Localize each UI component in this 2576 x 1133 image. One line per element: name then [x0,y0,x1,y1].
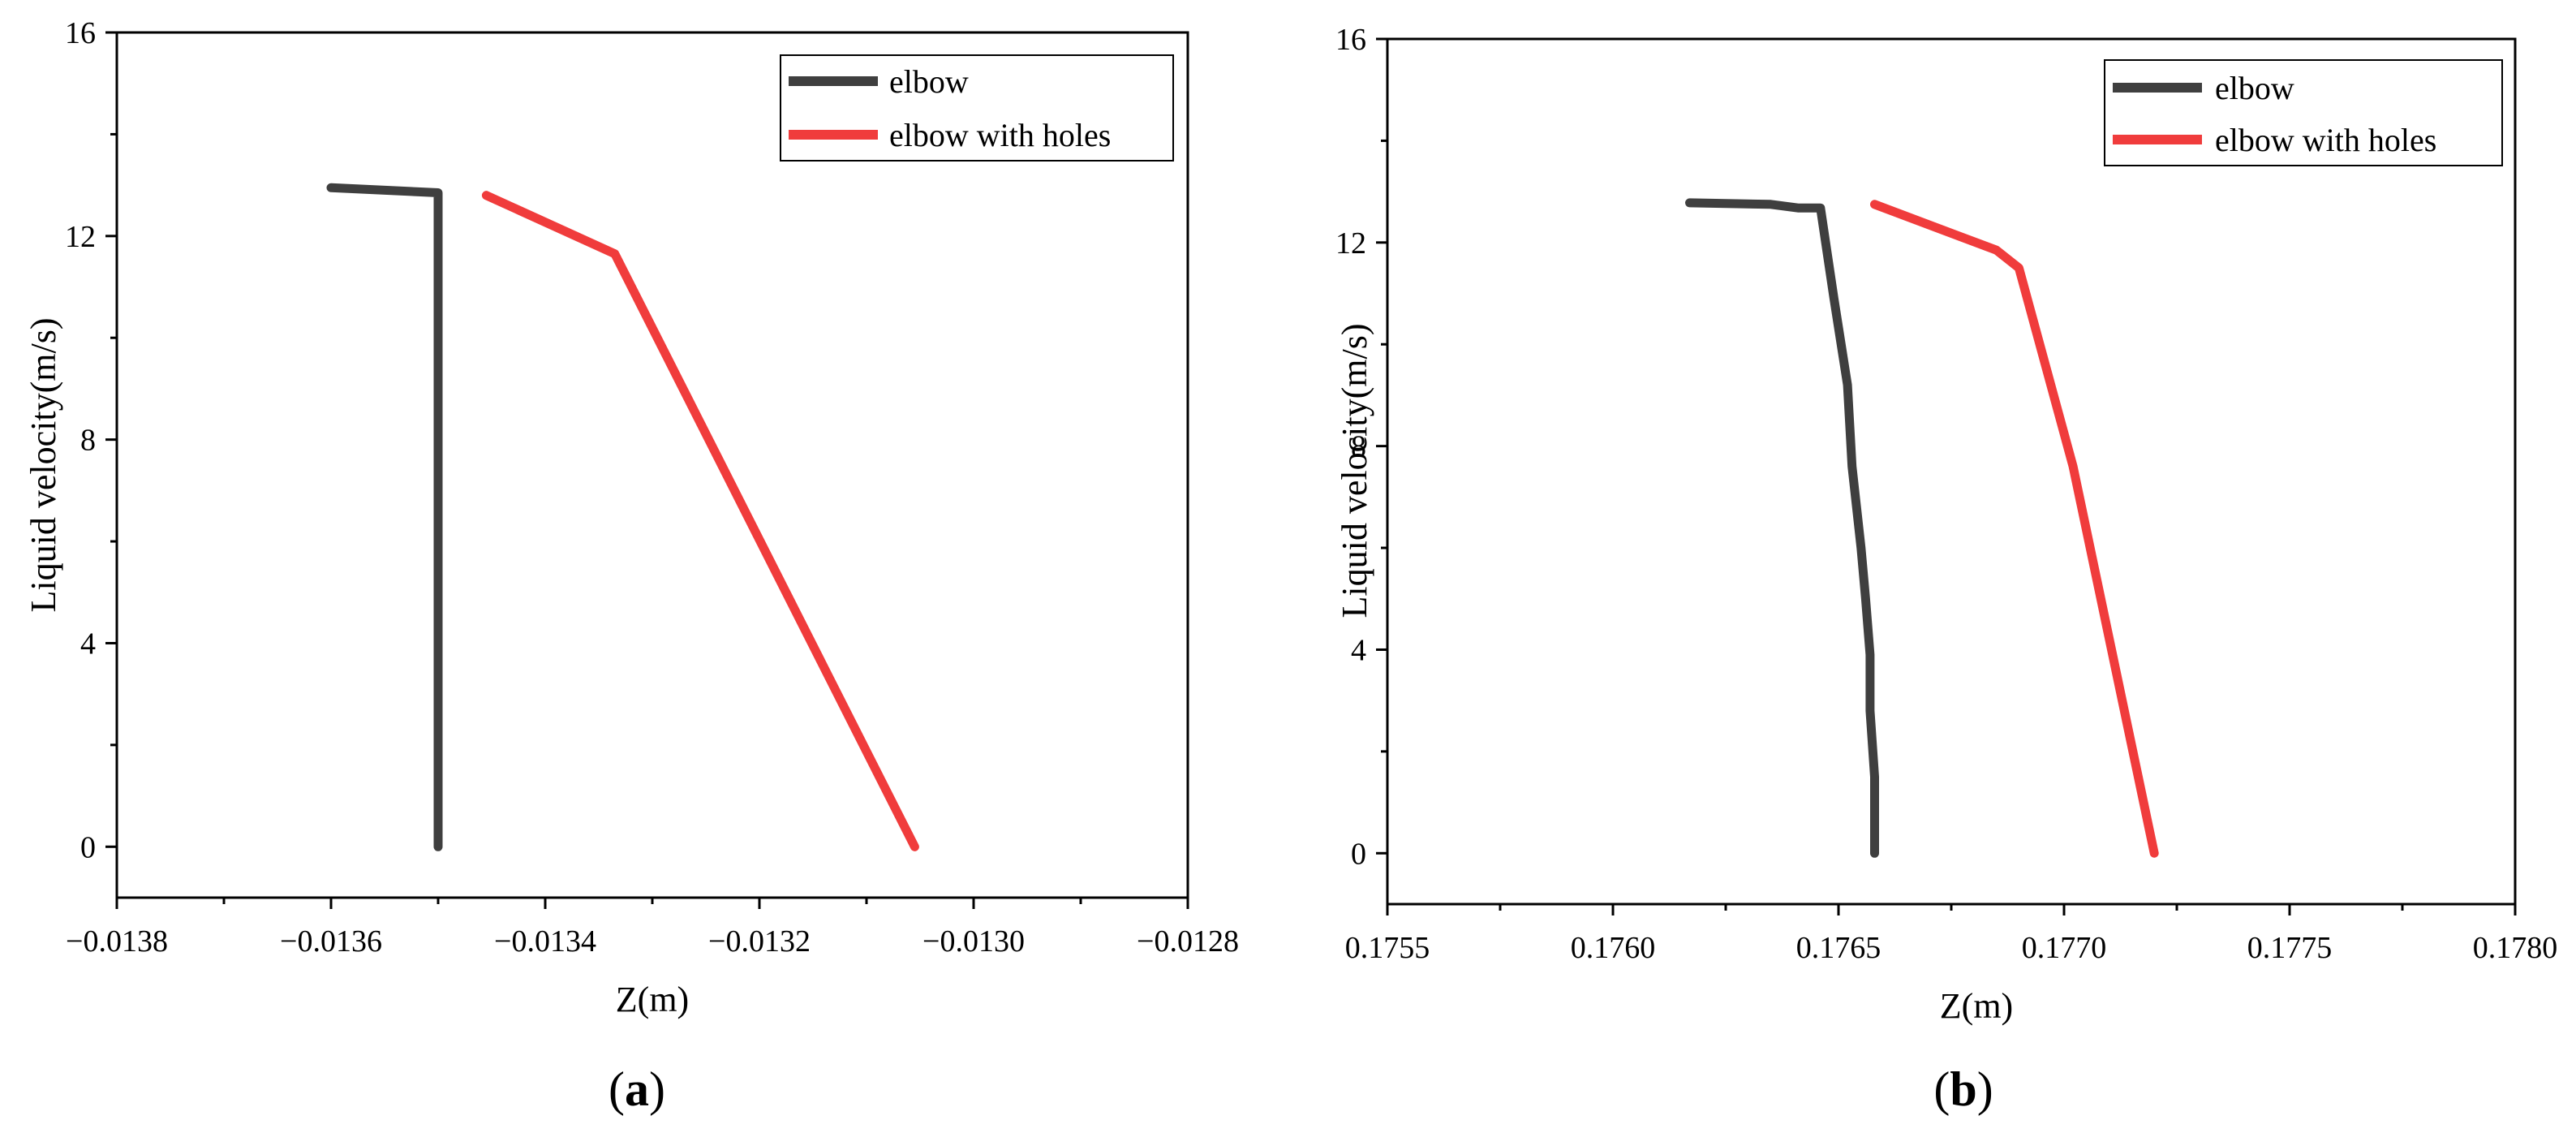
x-tick-label-a-0: −0.0138 [66,924,168,959]
panel-label-a-close: ) [649,1062,665,1116]
legend-label-a-0: elbow [889,63,969,100]
x-ticks-a: −0.0138 −0.0136 −0.0134 −0.0132 −0.0130 −0.01… [66,898,1239,959]
series-a [326,183,919,851]
panel-label-a-open: ( [609,1062,625,1116]
y-tick-label-b-3: 12 [1335,226,1366,261]
y-tick-label-a-4: 16 [65,16,96,50]
panel-label-a: (a) [609,1062,665,1116]
panel-label-b: (b) [1933,1062,1993,1116]
y-tick-label-b-1: 4 [1351,633,1366,667]
x-axis-title-b: Z(m) [1940,986,2013,1026]
series-line-a-1 [481,191,919,851]
x-tick-label-a-3: −0.0132 [708,924,811,959]
x-tick-label-b-4: 0.1775 [2247,931,2333,965]
x-tick-label-b-0: 0.1755 [1345,931,1430,965]
legend-a: elbow elbow with holes [780,54,1174,162]
panel-label-b-close: ) [1977,1062,1993,1116]
x-tick-label-a-1: −0.0136 [280,924,382,959]
x-tick-label-a-4: −0.0130 [922,924,1025,959]
panel-label-b-open: ( [1933,1062,1950,1116]
panel-b: 0.1755 0.1760 0.1765 0.1770 0.1775 0.1780 0 4 8… [1335,23,2557,1116]
x-ticks-b: 0.1755 0.1760 0.1765 0.1770 0.1775 0.1780 [1345,904,2558,965]
panel-label-a-letter: a [625,1062,649,1116]
y-tick-label-a-1: 4 [80,627,96,661]
x-tick-label-a-2: −0.0134 [494,924,596,959]
legend-label-b-0: elbow [2215,70,2294,106]
y-tick-label-b-2: 8 [1351,430,1366,464]
legend-box-a [780,54,1174,162]
x-tick-label-b-1: 0.1760 [1571,931,1656,965]
y-tick-label-a-3: 12 [65,220,96,254]
legend-box-b [2104,59,2503,166]
series-b [1685,198,2159,858]
legend-b: elbow elbow with holes [2104,59,2503,166]
panel-a: −0.0138 −0.0136 −0.0134 −0.0132 −0.0130 −0.01… [24,16,1239,1116]
panel-label-b-letter: b [1950,1062,1976,1116]
y-tick-label-b-0: 0 [1351,837,1366,871]
legend-label-b-1: elbow with holes [2215,122,2436,158]
x-tick-label-b-5: 0.1780 [2473,931,2558,965]
plot-frame-a [115,31,1189,899]
x-tick-label-b-3: 0.1770 [2022,931,2107,965]
y-tick-label-a-2: 8 [80,424,96,458]
series-line-a-0 [326,183,443,851]
series-line-b-0 [1685,198,1879,858]
plot-frame-b [1386,37,2517,906]
x-tick-label-b-2: 0.1765 [1796,931,1881,965]
y-ticks-a: 0 4 8 12 16 [65,16,117,864]
legend-label-a-1: elbow with holes [889,117,1111,153]
y-tick-label-b-4: 16 [1335,23,1366,57]
y-tick-label-a-0: 0 [80,830,96,864]
y-ticks-b: 0 4 8 12 16 [1335,23,1387,871]
x-axis-title-a: Z(m) [616,980,689,1019]
x-tick-label-a-5: −0.0128 [1137,924,1239,959]
series-line-b-1 [1870,200,2159,858]
y-axis-title-a: Liquid velocity(m/s) [24,318,63,613]
y-axis-title-b: Liquid velocity(m/s) [1335,324,1374,618]
